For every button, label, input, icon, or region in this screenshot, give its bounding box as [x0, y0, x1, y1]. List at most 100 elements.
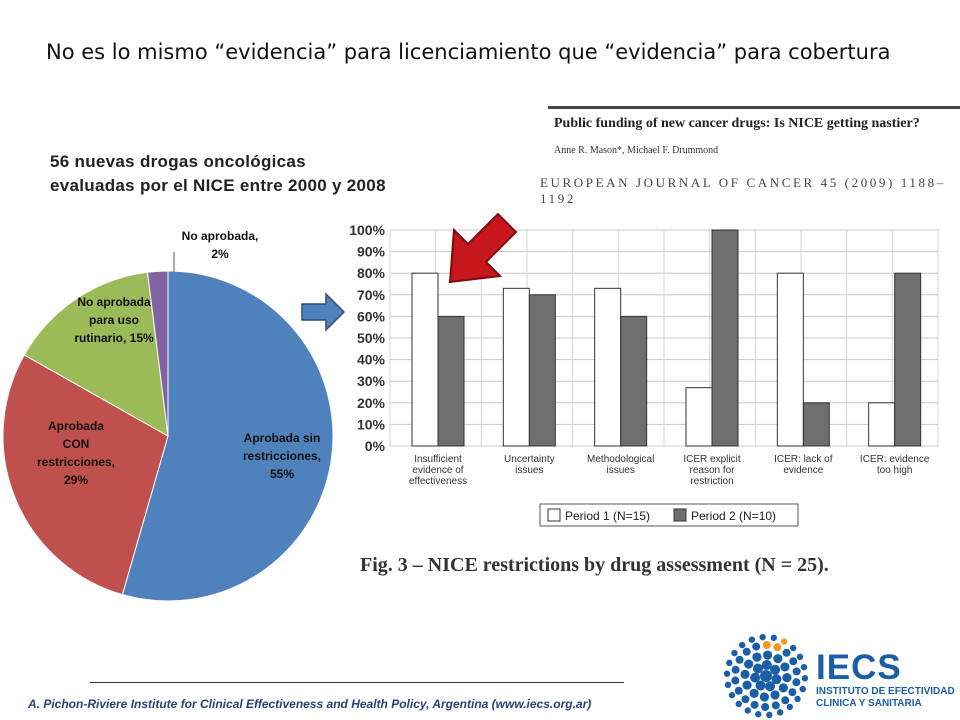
y-tick-label: 10% — [357, 416, 386, 432]
y-tick-label: 70% — [357, 287, 386, 303]
legend-label-1: Period 1 (N=15) — [565, 509, 650, 523]
y-tick-label: 30% — [357, 373, 386, 389]
logo-dot — [759, 692, 769, 702]
y-tick-label: 90% — [357, 244, 386, 260]
logo-dot — [788, 688, 797, 697]
logo-dot — [786, 703, 794, 711]
legend-swatch-2 — [673, 508, 687, 522]
article-rule — [548, 106, 960, 109]
logo-dot — [750, 672, 761, 683]
bar-s1-5 — [868, 402, 896, 447]
arrow-right-icon — [301, 292, 346, 332]
logo-dot — [759, 634, 766, 641]
logo-dot — [755, 711, 762, 718]
bar-s1-1 — [502, 287, 530, 447]
logo-dot — [770, 664, 781, 675]
bar-s1-4 — [776, 272, 804, 447]
logo-dot — [762, 641, 771, 650]
logo-dot — [801, 675, 809, 682]
pie-label-0: Aprobada sin restricciones, 55% — [243, 431, 321, 481]
logo-dot — [782, 673, 792, 683]
logo-dot — [752, 663, 763, 674]
article-journal: EUROPEAN JOURNAL OF CANCER 45 (2009) 118… — [540, 175, 946, 206]
bar-s2-2 — [620, 315, 648, 447]
article-authors: Anne R. Mason*, Michael F. Drummond — [554, 145, 719, 156]
logo-dot — [781, 696, 790, 705]
pie-chart: Aprobada sin restricciones, 55% Aprobada CON… — [2, 229, 334, 602]
logo-dot — [723, 670, 731, 677]
subtitle-line-2: evaluadas por el NICE entre 2000 y 2008 — [50, 176, 386, 195]
logo-dot — [761, 702, 770, 711]
bar-s2-0 — [437, 315, 465, 447]
bar-s2-5 — [894, 272, 922, 447]
footer-rule — [90, 682, 624, 683]
pie-label-1: Aprobada CON restricciones, 29% — [37, 419, 115, 487]
legend-swatch-1 — [547, 508, 561, 522]
x-category-label: Methodological issues — [587, 454, 654, 476]
logo-dot — [752, 642, 761, 651]
legend-label-2: Period 2 (N=10) — [691, 509, 776, 523]
article-title: Public funding of new cancer drugs: Is N… — [554, 116, 920, 131]
logo-dot — [744, 707, 751, 714]
bar-s2-3 — [711, 229, 739, 447]
logo-dot — [782, 648, 791, 657]
logo-dot — [778, 683, 788, 693]
logo-dot — [726, 659, 733, 667]
y-tick-label: 40% — [357, 352, 386, 368]
logo-dot — [749, 688, 759, 698]
logo-dot — [770, 690, 780, 700]
logo-dot — [794, 695, 801, 703]
logo-dot — [731, 665, 740, 674]
red-arrow-icon — [448, 212, 518, 284]
y-tick-label: 50% — [357, 330, 386, 346]
logo-dot — [771, 674, 782, 685]
logo-name: IECS — [816, 648, 902, 687]
y-tick-label: 20% — [357, 395, 386, 411]
logo-dot — [731, 649, 738, 657]
logo-dot — [750, 700, 759, 709]
logo-dot — [748, 636, 756, 643]
logo-dot — [755, 680, 766, 691]
logo-dot — [740, 669, 750, 679]
x-category-label: ICER: lack of evidence — [774, 454, 833, 476]
logo-dot — [789, 644, 797, 652]
bar-s1-3 — [685, 387, 713, 447]
y-tick-label: 100% — [349, 222, 385, 238]
iecs-logo-icon — [723, 634, 809, 718]
logo-dot — [742, 680, 752, 690]
logo-dot — [776, 709, 784, 716]
footer-credit: A. Pichon-Riviere Institute for Clinical… — [28, 697, 592, 711]
pie-slice-3 — [146, 270, 169, 437]
y-tick-label: 0% — [365, 438, 386, 454]
bar-s2-1 — [528, 294, 556, 447]
logo-dot — [742, 647, 751, 656]
logo-dot — [780, 662, 790, 672]
logo-dot — [735, 700, 743, 708]
logo-dot — [792, 667, 801, 676]
logo-dot — [781, 638, 788, 645]
pie-label-3: No aprobada, 2% — [182, 229, 259, 261]
logo-dot — [752, 652, 762, 662]
chart-subtitle: 56 nuevas drogas oncológicas evaluadas p… — [50, 150, 386, 198]
y-tick-label: 80% — [357, 265, 386, 281]
logo-dot — [796, 653, 804, 661]
logo-dot — [800, 663, 808, 671]
logo-dot — [789, 657, 798, 666]
legend-box — [539, 503, 799, 527]
logo-dot — [771, 701, 780, 710]
logo-dot — [773, 654, 783, 664]
logo-dot — [770, 634, 777, 641]
pie-slice-1 — [2, 354, 169, 596]
x-category-label: ICER explicit reason for restriction — [683, 454, 740, 487]
pie-slice-0 — [121, 270, 334, 602]
logo-dot — [765, 681, 776, 692]
logo-dot — [728, 691, 736, 699]
logo-dot — [731, 676, 740, 685]
x-category-label: Uncertainty issues — [504, 454, 555, 476]
y-tick-label: 60% — [357, 308, 386, 324]
pie-slice-2 — [23, 271, 169, 437]
x-category-label: ICER: evidence too high — [860, 454, 930, 476]
pie-label-2: No aprobada para uso rutinario, 15% — [74, 295, 154, 345]
logo-dot — [763, 650, 773, 660]
logo-dot — [792, 678, 801, 687]
